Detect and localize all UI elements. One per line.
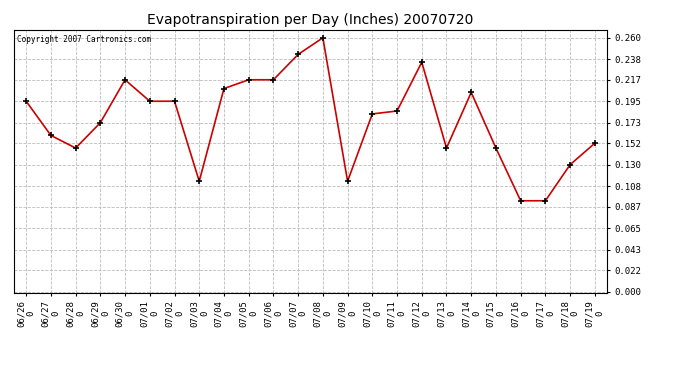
Title: Evapotranspiration per Day (Inches) 20070720: Evapotranspiration per Day (Inches) 2007…	[147, 13, 474, 27]
Text: Copyright 2007 Cartronics.com: Copyright 2007 Cartronics.com	[17, 35, 151, 44]
